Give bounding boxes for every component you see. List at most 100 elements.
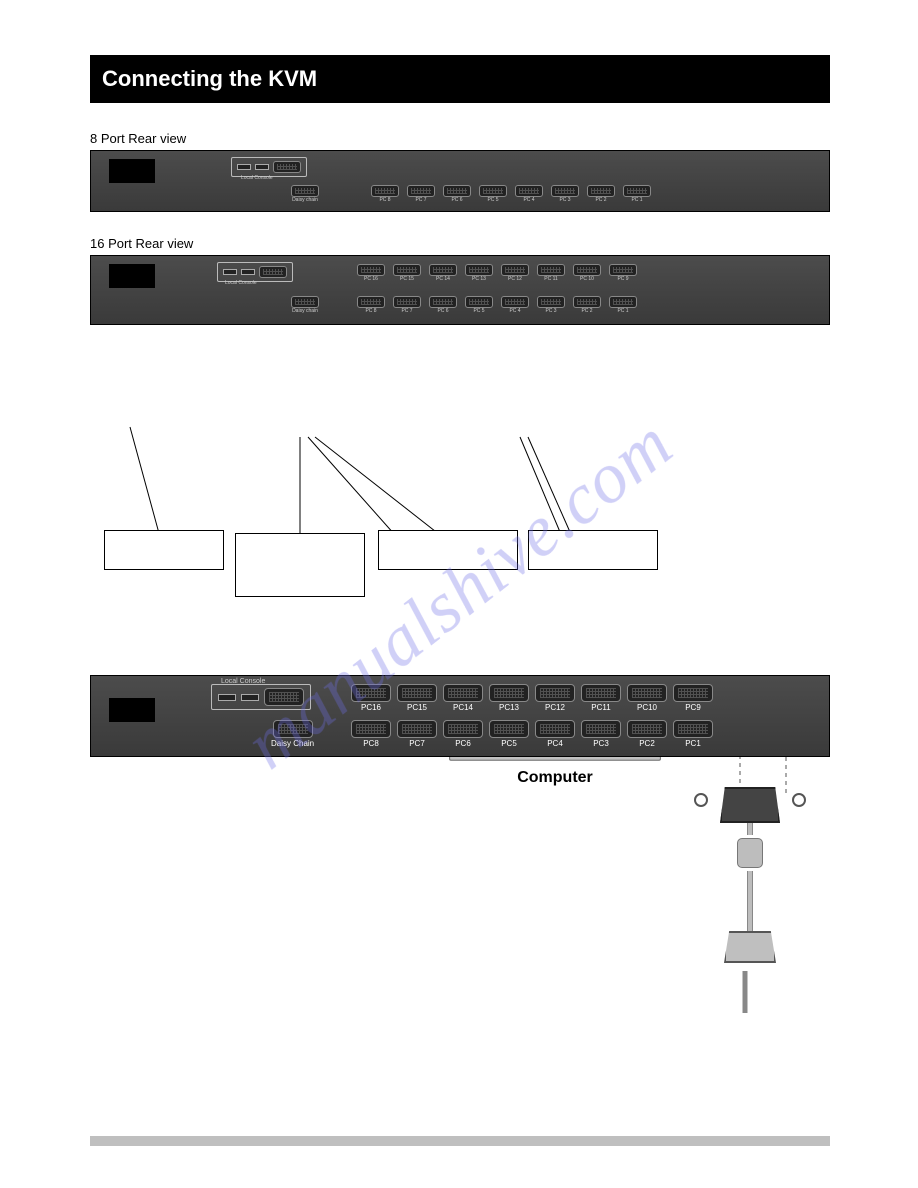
- port-label: PC 13: [472, 276, 486, 282]
- fig2-caption: 16 Port Rear view: [90, 236, 830, 251]
- vga-port: [443, 720, 483, 738]
- port-label: PC16: [361, 703, 381, 712]
- port-label: PC10: [637, 703, 657, 712]
- vga-port: [587, 185, 615, 197]
- pc-port: PC11: [581, 684, 621, 712]
- pc-port-row-top: PC 16PC 15PC 14PC 13PC 12PC 11PC 10PC 9: [357, 264, 637, 282]
- pc-port: PC7: [397, 720, 437, 748]
- pc-port: PC 6: [429, 296, 457, 314]
- power-module: [109, 159, 155, 183]
- usb-port: [241, 694, 259, 701]
- port-label: PC13: [499, 703, 519, 712]
- port-label: PC 12: [508, 276, 522, 282]
- vga-port: [371, 185, 399, 197]
- vga-port: [609, 296, 637, 308]
- db15-connector: [720, 787, 780, 823]
- port-label: PC3: [593, 739, 609, 748]
- daisy-chain: Daisy chain: [291, 296, 319, 314]
- port-label: PC9: [685, 703, 701, 712]
- local-console: [231, 157, 307, 177]
- vga-port: [489, 684, 529, 702]
- port-label: PC 14: [436, 276, 450, 282]
- pc-port: PC 11: [537, 264, 565, 282]
- pc-port: PC 8: [357, 296, 385, 314]
- pc-port: PC 6: [443, 185, 471, 203]
- daisy-label: Daisy chain: [292, 197, 318, 203]
- vga-port: [357, 296, 385, 308]
- port-label: PC6: [455, 739, 471, 748]
- pc-port: PC 9: [609, 264, 637, 282]
- power-module: [109, 698, 155, 722]
- pc-port: PC 14: [429, 264, 457, 282]
- port-label: PC 6: [451, 197, 462, 203]
- port-label: PC 3: [559, 197, 570, 203]
- pc-port: PC 12: [501, 264, 529, 282]
- pc-port: PC 4: [501, 296, 529, 314]
- pc-port: PC 13: [465, 264, 493, 282]
- vga-port: [291, 185, 319, 197]
- callout-daisy: [378, 530, 518, 570]
- port-label: PC 1: [617, 308, 628, 314]
- callout-pc-ports: [528, 530, 658, 570]
- vga-port: [443, 185, 471, 197]
- port-label: PC7: [409, 739, 425, 748]
- vga-port: [407, 185, 435, 197]
- port-label: PC 8: [379, 197, 390, 203]
- pc-port: PC3: [581, 720, 621, 748]
- port-label: PC 10: [580, 276, 594, 282]
- usb-port: [241, 269, 255, 275]
- callout-console: [235, 533, 365, 597]
- pc-port: PC 4: [515, 185, 543, 203]
- pc-port: PC9: [673, 684, 713, 712]
- pc-port: PC 7: [407, 185, 435, 203]
- vga-port: [623, 185, 651, 197]
- vga-port: [429, 264, 457, 276]
- ferrite-core: [737, 838, 763, 868]
- vga-port: [291, 296, 319, 308]
- pc-port-row-bottom: PC8PC7PC6PC5PC4PC3PC2PC1: [351, 720, 713, 748]
- vga-port: [673, 684, 713, 702]
- pc-port: PC 8: [371, 185, 399, 203]
- kvm-cable: [700, 787, 800, 963]
- port-label: PC5: [501, 739, 517, 748]
- pc-port: PC 2: [587, 185, 615, 203]
- vga-port: [501, 296, 529, 308]
- power-module: [109, 264, 155, 288]
- section-header: Connecting the KVM: [90, 55, 830, 103]
- vga-port: [537, 296, 565, 308]
- port-label: PC 7: [401, 308, 412, 314]
- vga-port: [535, 684, 575, 702]
- port-label: PC 7: [415, 197, 426, 203]
- console-label: Local Console: [241, 175, 273, 181]
- pc-port: PC 10: [573, 264, 601, 282]
- pc-port: PC2: [627, 720, 667, 748]
- port-label: PC12: [545, 703, 565, 712]
- pc-port-row-bottom: PC 8 PC 7 PC 6 PC 5 PC 4 PC 3 PC 2 PC 1: [357, 296, 637, 314]
- vga-port: [397, 684, 437, 702]
- daisy-label: Daisy Chain: [271, 739, 314, 748]
- kvm-16-port: Local Console Daisy chain PC 16PC 15PC 1…: [90, 255, 830, 325]
- port-label: PC 2: [595, 197, 606, 203]
- pc-port: PC 5: [465, 296, 493, 314]
- vga-port: [393, 296, 421, 308]
- port-label: PC 2: [581, 308, 592, 314]
- port-label: PC 15: [400, 276, 414, 282]
- local-console: [217, 262, 293, 282]
- port-label: PC1: [685, 739, 701, 748]
- vga-port: [393, 264, 421, 276]
- pc-port: PC 3: [537, 296, 565, 314]
- pc-port: PC6: [443, 720, 483, 748]
- port-label: PC 5: [473, 308, 484, 314]
- pc-port: PC12: [535, 684, 575, 712]
- pc-port: PC13: [489, 684, 529, 712]
- vga-port: [551, 185, 579, 197]
- vga-port: [273, 161, 301, 173]
- vga-port: [465, 264, 493, 276]
- page-footer: [90, 1136, 830, 1146]
- port-label: PC 1: [631, 197, 642, 203]
- vga-port: [429, 296, 457, 308]
- ps2-connector: [694, 793, 708, 807]
- vga-port: [573, 264, 601, 276]
- vga-port: [627, 684, 667, 702]
- cable: [747, 871, 753, 931]
